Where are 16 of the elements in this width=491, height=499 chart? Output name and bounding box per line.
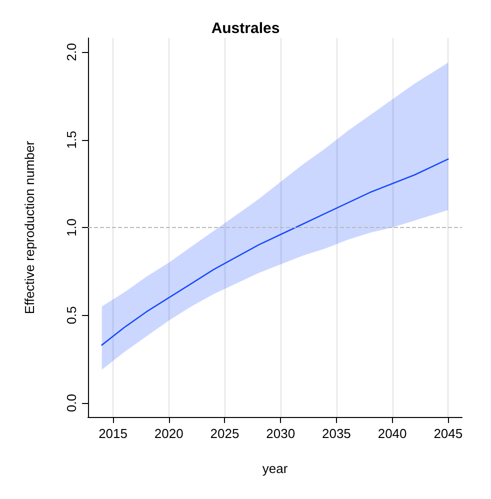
x-tick-label: 2045 xyxy=(434,426,463,441)
line-series xyxy=(101,158,449,346)
y-tick-label: 0.0 xyxy=(64,394,79,412)
x-tick-label: 2015 xyxy=(98,426,128,441)
x-tick-label: 2025 xyxy=(210,426,240,441)
chart-title: Australes xyxy=(211,20,280,37)
y-tick-label: 2.0 xyxy=(64,43,79,62)
x-tick-label: 2035 xyxy=(322,426,351,441)
x-tick-label: 2040 xyxy=(378,426,407,441)
x-axis-title: year xyxy=(262,461,288,476)
x-tick-label: 2020 xyxy=(154,426,184,441)
y-tick-label: 1.0 xyxy=(64,218,79,237)
y-tick-label: 0.5 xyxy=(64,306,79,324)
x-tick-label: 2030 xyxy=(266,426,296,441)
y-tick-label: 1.5 xyxy=(64,130,79,149)
y-axis-title: Effective reproduction number xyxy=(22,140,37,314)
